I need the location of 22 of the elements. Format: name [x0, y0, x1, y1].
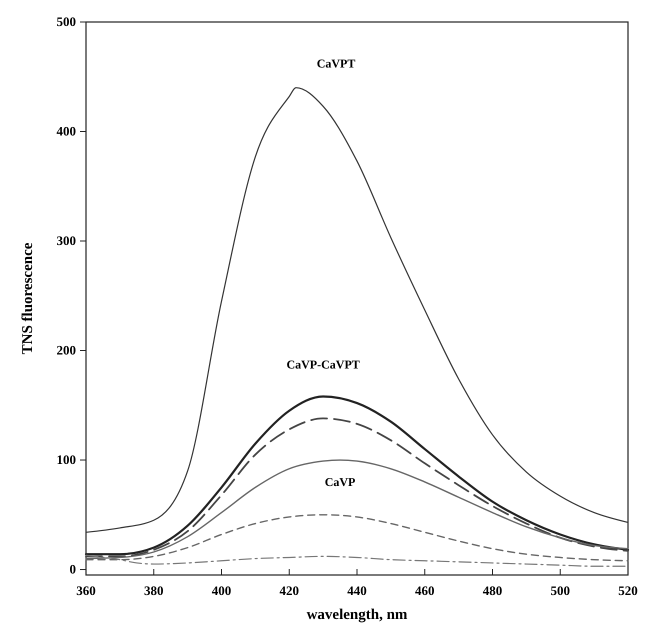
x-tick-label: 500: [550, 583, 570, 598]
x-tick-label: 420: [280, 583, 299, 598]
x-tick-label: 520: [618, 583, 638, 598]
line-series: [85, 418, 629, 558]
x-tick-label: 480: [482, 583, 502, 598]
x-tick-label: 440: [347, 583, 367, 598]
series-label: CaVPT: [316, 56, 356, 71]
y-tick-label: 300: [56, 233, 76, 248]
y-tick-label: 500: [56, 14, 76, 29]
y-tick-label: 400: [56, 124, 76, 139]
y-tick-label: 200: [56, 342, 76, 358]
x-tick-label: 400: [212, 583, 232, 598]
y-tick-label: 0: [70, 562, 76, 577]
x-tick-label: 380: [144, 583, 164, 598]
x-axis-title: wavelength, nm: [306, 607, 408, 623]
y-axis-title: TNS fluorescence: [20, 242, 36, 354]
y-tick-label: 100: [56, 452, 76, 468]
x-tick-label: 460: [415, 583, 434, 598]
x-tick-label: 360: [76, 583, 96, 598]
line-series: [85, 87, 629, 533]
text: CaVP-CaVPT: [286, 358, 360, 372]
series-label: CaVP: [324, 475, 356, 490]
